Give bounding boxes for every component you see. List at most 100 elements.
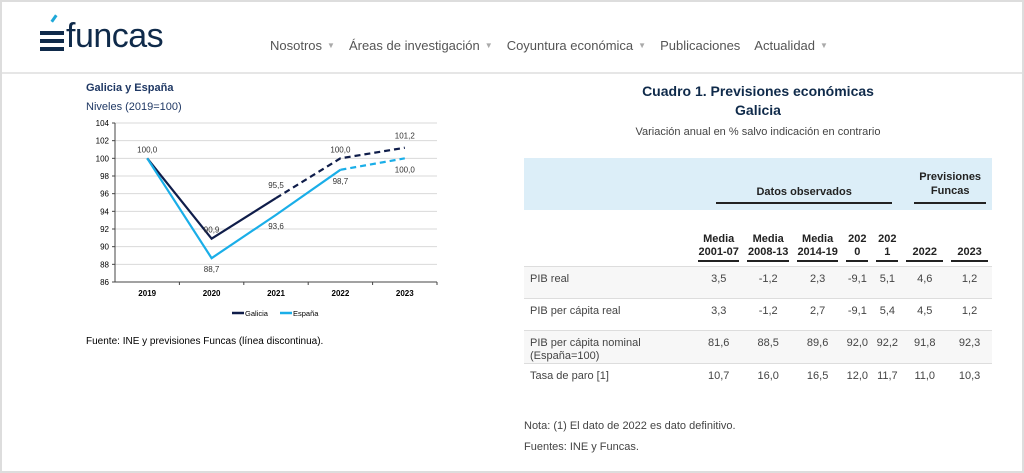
row-label: PIB real <box>524 266 694 299</box>
data-label: 100,0 <box>395 165 416 174</box>
nav-label: Nosotros <box>270 38 323 53</box>
table-row: PIB per cápita real 3,3 -1,2 2,7 -9,1 5,4 4,5 1… <box>524 298 992 331</box>
table-cell: 1,2 <box>947 298 992 331</box>
group-observed: Datos observados <box>716 186 893 204</box>
table-cell: 1,2 <box>947 266 992 299</box>
row-label: Tasa de paro [1] <box>524 363 694 395</box>
data-label: 100,0 <box>137 145 158 154</box>
y-tick-label: 104 <box>96 119 110 128</box>
table-cell: 88,5 <box>743 330 793 364</box>
column-header: Media 2014-19 <box>793 210 842 267</box>
table-subtitle: Variación anual en % salvo indicación en… <box>635 126 881 138</box>
funcas-logo[interactable]: funcas <box>40 14 164 56</box>
site-header: funcas Nosotros ▼ Áreas de investigación ▼ C… <box>2 2 1022 74</box>
table-sources: Fuentes: INE y Funcas. <box>524 441 639 453</box>
table-cell: 92,0 <box>842 330 873 364</box>
series-line-españa <box>146 157 342 260</box>
table-note: Nota: (1) El dato de 2022 es dato defini… <box>524 420 736 432</box>
data-label: 101,2 <box>395 132 416 141</box>
table-cell: 10,7 <box>694 363 744 395</box>
table-notes: Nota: (1) El dato de 2022 es dato defini… <box>524 416 736 458</box>
legend-label: España <box>293 309 319 318</box>
y-tick-label: 90 <box>100 243 109 252</box>
y-tick-label: 92 <box>100 225 109 234</box>
table-cell: 81,6 <box>694 330 744 364</box>
table-cell: 2,3 <box>792 266 843 299</box>
x-tick-label: 2019 <box>138 289 156 298</box>
table-row: PIB real 3,5 -1,2 2,3 -9,1 5,1 4,6 1,2 <box>524 266 992 299</box>
caret-down-icon: ▼ <box>327 41 335 50</box>
table-cell: 10,3 <box>947 363 992 395</box>
chart-source: Fuente: INE y previsiones Funcas (línea … <box>86 336 324 347</box>
x-tick-label: 2020 <box>203 289 221 298</box>
table-title-line2: Galicia <box>735 102 781 118</box>
table-cell: -9,1 <box>842 298 873 331</box>
y-tick-label: 102 <box>96 137 110 146</box>
nav-label: Publicaciones <box>660 38 741 53</box>
nav-item-4[interactable]: Actualidad ▼ <box>754 38 828 53</box>
table-cell: -1,2 <box>743 266 793 299</box>
chart-subtitle: Niveles (2019=100) <box>86 101 182 113</box>
table-cell: 2,7 <box>792 298 843 331</box>
column-header: Media 2001-07 <box>694 210 743 267</box>
table-cell: 12,0 <box>842 363 873 395</box>
table-cell: 3,3 <box>694 298 744 331</box>
line-chart: 86 88 90 92 94 96 98 100 102 104 2019 2020 2021 2022 2… <box>96 119 438 318</box>
column-header: 2020 <box>842 210 872 267</box>
y-tick-label: 86 <box>100 278 109 287</box>
legend-label: Galicia <box>245 309 269 318</box>
y-tick-label: 100 <box>96 154 110 163</box>
table-cell: 5,4 <box>872 298 903 331</box>
y-tick-label: 94 <box>100 207 109 216</box>
column-header: 2022 <box>902 210 947 267</box>
x-tick-label: 2023 <box>396 289 414 298</box>
table-cell: 11,0 <box>902 363 948 395</box>
table-cell: 4,6 <box>902 266 948 299</box>
data-label: 95,5 <box>268 181 284 190</box>
table-cell: 3,5 <box>694 266 744 299</box>
chart-title: Galicia y España <box>86 82 174 94</box>
table-title: Cuadro 1. Previsiones económicas Galicia <box>524 82 992 120</box>
nav-item-3[interactable]: Publicaciones <box>660 38 740 53</box>
nav-item-1[interactable]: Áreas de investigación ▼ <box>349 38 493 53</box>
nav-label: Actualidad <box>754 38 816 53</box>
series-forecast-line-galicia <box>275 146 405 200</box>
data-label: 98,7 <box>333 177 349 186</box>
column-header: 2021 <box>872 210 902 267</box>
main-nav: Nosotros ▼ Áreas de investigación ▼ Coyuntur… <box>270 38 828 53</box>
data-label: 88,7 <box>204 265 220 274</box>
table-cell: -1,2 <box>743 298 793 331</box>
table-cell: 4,5 <box>902 298 948 331</box>
nav-item-2[interactable]: Coyuntura económica ▼ <box>507 38 646 53</box>
x-tick-label: 2021 <box>267 289 285 298</box>
y-tick-label: 98 <box>100 172 109 181</box>
table-cell: 89,6 <box>792 330 843 364</box>
group-forecast: Previsiones Funcas <box>914 170 986 204</box>
caret-down-icon: ▼ <box>820 41 828 50</box>
nav-label: Coyuntura económica <box>506 38 634 53</box>
table-cell: 92,2 <box>872 330 903 364</box>
table-row: Tasa de paro [1] 10,7 16,0 16,5 12,0 11,7 11,0… <box>524 363 992 395</box>
table-cell: -9,1 <box>842 266 873 299</box>
table-cell: 5,1 <box>872 266 903 299</box>
series-line-galicia <box>146 157 277 241</box>
nav-label: Áreas de investigación <box>348 38 480 53</box>
y-tick-label: 88 <box>100 260 109 269</box>
row-label: PIB per cápita nominal (España=100) <box>524 330 694 364</box>
column-header: 2023 <box>947 210 992 267</box>
table-cell: 11,7 <box>872 363 903 395</box>
data-label: 100,0 <box>330 145 351 154</box>
logo-mark-icon <box>40 14 64 53</box>
nav-item-0[interactable]: Nosotros ▼ <box>270 38 335 53</box>
table-row: PIB per cápita nominal (España=100) 81,6 8… <box>524 330 992 364</box>
column-header: Media 2008-13 <box>743 210 792 267</box>
table-cell: 16,5 <box>792 363 843 395</box>
x-tick-label: 2022 <box>332 289 350 298</box>
caret-down-icon: ▼ <box>484 41 493 50</box>
data-label: 93,6 <box>268 222 284 231</box>
logo-text: funcas <box>66 16 164 55</box>
table-cell: 91,8 <box>902 330 948 364</box>
series-forecast-line-españa <box>340 157 405 171</box>
data-label: 90,9 <box>204 226 220 235</box>
table-cell: 16,0 <box>743 363 793 395</box>
